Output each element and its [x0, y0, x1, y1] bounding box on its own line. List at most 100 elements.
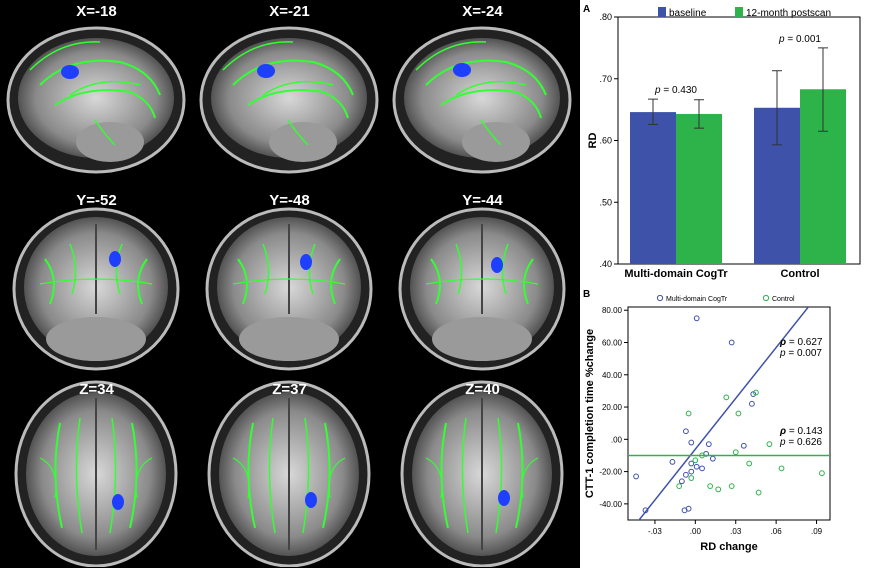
- slice-coordinate-label: X=-21: [269, 3, 310, 20]
- brain-slice-axial: Z=37: [193, 378, 386, 567]
- slice-coordinate-label: Y=-52: [76, 192, 117, 209]
- brain-slice-image: [12, 207, 180, 371]
- scatter-point: [715, 486, 722, 493]
- panel-a-letter: A: [583, 4, 591, 15]
- y-axis-label: CTT-1 completion time %change: [584, 329, 596, 498]
- brain-slice-sagittal: X=-18: [0, 0, 193, 189]
- scatter-point: [755, 489, 762, 496]
- scatter-point: [693, 463, 700, 470]
- scatter-point: [676, 483, 683, 490]
- scatter-point: [728, 483, 735, 490]
- y-axis-label: RD: [587, 133, 599, 149]
- scatter-point: [728, 339, 735, 346]
- slice-coordinate-label: Y=-44: [462, 192, 503, 209]
- x-tick-label: .06: [771, 527, 783, 536]
- scatter-point: [746, 460, 753, 467]
- panel-b-letter: B: [583, 289, 591, 300]
- scatter-point: [735, 410, 742, 417]
- scatter-point: [705, 441, 712, 448]
- p-value-annotation: p = 0.430: [654, 85, 697, 96]
- brain-anatomy: [199, 26, 379, 174]
- p-value-annotation: p = 0.001: [778, 34, 821, 45]
- brain-anatomy: [205, 207, 373, 371]
- correlation-stat: p = 0.007: [779, 348, 822, 359]
- fit-line: [638, 307, 810, 520]
- x-category-label: Multi-domain CogTr: [624, 268, 728, 280]
- scatter-point: [685, 410, 692, 417]
- scatter-point: [723, 394, 730, 401]
- activation-cluster: [61, 65, 79, 79]
- scatter-point: [683, 471, 689, 478]
- slice-coordinate-label: Z=40: [465, 381, 500, 398]
- bar: [630, 112, 676, 264]
- scatter-point: [699, 465, 705, 472]
- y-tick-label: 40.00: [602, 371, 623, 380]
- scatter-point: [778, 465, 785, 472]
- correlation-stat: p = 0.626: [779, 437, 822, 448]
- y-tick-label: .60: [599, 136, 612, 146]
- activation-cluster: [491, 257, 503, 273]
- brain-slice-image: [14, 380, 178, 567]
- x-axis-label: RD change: [700, 541, 757, 553]
- brain-anatomy: [398, 207, 566, 371]
- scatter-point: [683, 428, 689, 435]
- activation-cluster: [300, 254, 312, 270]
- y-tick-label: .40: [599, 259, 612, 269]
- scatter-point: [740, 442, 747, 449]
- slice-coordinate-label: X=-24: [462, 3, 503, 20]
- brain-anatomy: [392, 26, 572, 174]
- brain-anatomy: [12, 207, 180, 371]
- brain-anatomy: [400, 380, 564, 567]
- brain-slice-image: [392, 26, 572, 174]
- brain-slice-axial: Z=40: [386, 378, 579, 567]
- brain-slice-image: [207, 380, 371, 567]
- legend-swatch: [735, 7, 743, 17]
- scatter-point: [688, 439, 695, 446]
- brain-slice-image: [400, 380, 564, 567]
- slice-coordinate-label: Z=37: [272, 381, 307, 398]
- x-tick-label: -.03: [648, 527, 662, 536]
- legend-marker: [656, 294, 664, 302]
- y-tick-label: .70: [599, 74, 612, 84]
- legend-label: Control: [772, 296, 795, 303]
- brain-anatomy: [6, 26, 186, 174]
- brain-slice-coronal: Y=-52: [0, 189, 193, 378]
- scatter-point: [753, 389, 759, 396]
- activation-cluster: [498, 490, 510, 506]
- brain-slice-image: [205, 207, 373, 371]
- y-tick-label: -20.00: [599, 468, 622, 477]
- scatter-point: [685, 505, 692, 512]
- brain-slice-sagittal: X=-24: [386, 0, 579, 189]
- x-category-label: Control: [780, 268, 819, 280]
- brain-slice-coronal: Y=-48: [193, 189, 386, 378]
- brain-slice-image: [6, 26, 186, 174]
- activation-cluster: [257, 64, 275, 78]
- brain-image-panel: X=-18 X=-21 X=-24 Y=-52 Y=-48 Y=-44 Z=34 Z=37 Z=…: [0, 0, 580, 568]
- scatter-point: [688, 475, 695, 481]
- scatter-point: [669, 459, 676, 465]
- brain-slice-axial: Z=34: [0, 378, 193, 567]
- x-tick-label: .00: [690, 527, 702, 536]
- x-tick-label: .03: [730, 527, 742, 536]
- brain-anatomy: [14, 380, 178, 567]
- correlation-stat: ρ = 0.627: [779, 337, 823, 348]
- activation-cluster: [112, 494, 124, 510]
- scatter-point: [692, 457, 699, 464]
- scatter-point: [699, 452, 705, 459]
- scatter-point: [678, 478, 685, 485]
- scatter-point: [732, 449, 739, 456]
- activation-cluster: [305, 492, 317, 508]
- brain-slice-sagittal: X=-21: [193, 0, 386, 189]
- scatter-point: [709, 455, 716, 462]
- legend-swatch: [658, 7, 666, 17]
- plot-frame: [627, 306, 831, 521]
- brain-anatomy: [207, 380, 371, 567]
- activation-cluster: [453, 63, 471, 77]
- scatter-point: [642, 507, 649, 514]
- slice-coordinate-label: Y=-48: [269, 192, 310, 209]
- activation-cluster: [109, 251, 121, 267]
- y-tick-label: .80: [599, 12, 612, 22]
- scatter-point: [688, 468, 695, 475]
- x-tick-label: .09: [811, 527, 823, 536]
